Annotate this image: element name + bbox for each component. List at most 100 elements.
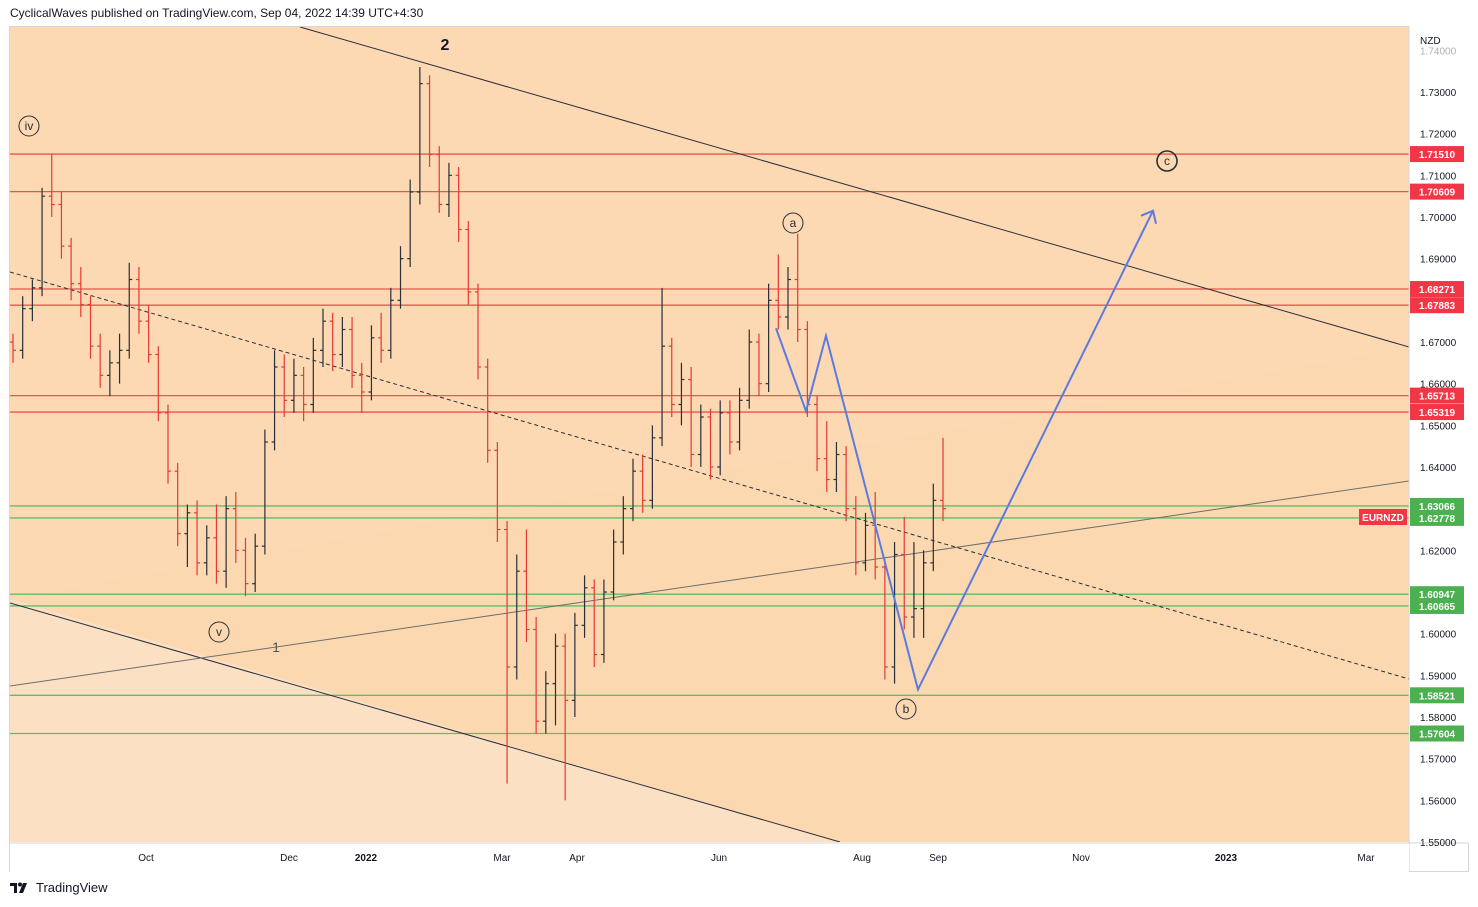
y-tick-label: 1.69000 [1420,255,1457,266]
wave-label: a [790,216,797,230]
y-tick-label: 1.74000 [1420,46,1457,57]
ohlc-bar [126,262,133,359]
ohlc-bar [542,671,549,734]
ohlc-bar [77,266,84,317]
ohlc-bar [145,304,152,363]
support-level-label: 1.58521 [1419,691,1456,702]
resistance-level-label: 1.67883 [1419,301,1456,312]
ohlc-bar [290,358,297,413]
ohlc-bar [281,354,288,417]
resistance-level-tag [1410,183,1464,200]
ohlc-bar [881,558,888,680]
resistance-level-tag [1410,404,1464,421]
y-tick-label: 1.55000 [1420,838,1457,849]
resistance-level-tag [1410,297,1464,314]
ohlc-bar [416,66,423,205]
resistance-level-tag [1410,281,1464,298]
y-tick-label: 1.71000 [1420,171,1457,182]
resistance-level-tag [1410,387,1464,404]
wave-label-circle [18,115,40,137]
x-tick-label: Aug [853,853,871,864]
ohlc-bar [707,408,714,480]
ohlc-bar [746,329,753,409]
ohlc-bar [242,537,249,597]
brand-footer: TradingView [10,880,108,895]
support-level-label: 1.57604 [1419,729,1456,740]
ohlc-bar [571,612,578,717]
support-level-tag [1410,597,1464,614]
y-tick-label: 1.73000 [1420,88,1457,99]
ohlc-bar [717,400,724,476]
y-tick-label: 1.57000 [1420,755,1457,766]
wave-label-circle [1156,150,1178,172]
ohlc-bar [639,454,646,513]
ohlc-bar [494,441,501,542]
wave-label-circle [782,212,804,234]
ohlc-bar [97,333,104,388]
ohlc-bar [349,316,356,388]
ohlc-bar [29,279,36,322]
y-tick-label: 1.58000 [1420,713,1457,724]
ohlc-bar [581,575,588,638]
y-tick-label: 1.70000 [1420,213,1457,224]
ohlc-bar [407,179,414,267]
ohlc-bar [649,425,656,509]
tradingview-logo-icon [10,881,30,895]
price-axis-panel [1409,26,1469,843]
ohlc-bar [726,400,733,455]
support-level-tag [1410,725,1464,742]
x-tick-label: Mar [493,853,511,864]
support-level-label: 1.60947 [1419,590,1456,601]
dashed-trend-line [10,271,1409,680]
projection-path [775,210,1154,693]
y-tick-label: 1.64000 [1420,463,1457,474]
support-level-label: 1.60665 [1419,602,1456,613]
ohlc-bar [339,316,346,367]
currency-label: NZD [1420,36,1441,47]
y-tick-label: 1.59000 [1420,671,1457,682]
ohlc-bar [659,287,666,447]
wave-label: c [1164,154,1170,168]
support-level-label: 1.63066 [1419,502,1456,513]
brand-name: TradingView [36,880,108,895]
ohlc-bar [678,362,685,426]
ohlc-bar [552,633,559,726]
ohlc-bar [106,350,113,397]
x-tick-label: Jun [711,853,727,864]
time-axis-panel [10,843,1409,872]
ohlc-bar [387,287,394,359]
ohlc-bar [261,429,268,555]
ohlc-bar [213,504,220,584]
rising-trend-line [10,480,1409,687]
ohlc-bar [533,616,540,734]
y-tick-label: 1.60000 [1420,630,1457,641]
x-tick-label: Nov [1072,853,1090,864]
ohlc-bar [668,337,675,417]
ohlc-bar [940,437,946,522]
ohlc-bar [930,483,937,572]
ohlc-bar [397,246,404,309]
ohlc-bar [116,333,123,384]
ohlc-bar [48,154,55,217]
resistance-level-label: 1.65713 [1419,392,1456,403]
ohlc-bar [610,529,617,601]
channel-shading [10,27,1409,599]
ohlc-bar [39,187,46,297]
y-tick-label: 1.67000 [1420,338,1457,349]
y-tick-label: 1.72000 [1420,130,1457,141]
ohlc-bar [475,283,481,380]
ohlc-bar [19,296,26,359]
ohlc-bar [194,500,201,576]
ohlc-bar [436,146,443,213]
ohlc-bar [920,550,927,638]
ohlc-bar [785,266,791,330]
resistance-level-label: 1.68271 [1419,285,1456,296]
ohlc-bar [513,554,520,680]
support-level-tag [1410,687,1464,704]
ohlc-bar [630,458,636,522]
ohlc-bar [523,529,530,642]
x-tick-label: Apr [569,853,585,864]
y-tick-label: 1.66000 [1420,380,1457,391]
y-tick-label: 1.65000 [1420,421,1457,432]
